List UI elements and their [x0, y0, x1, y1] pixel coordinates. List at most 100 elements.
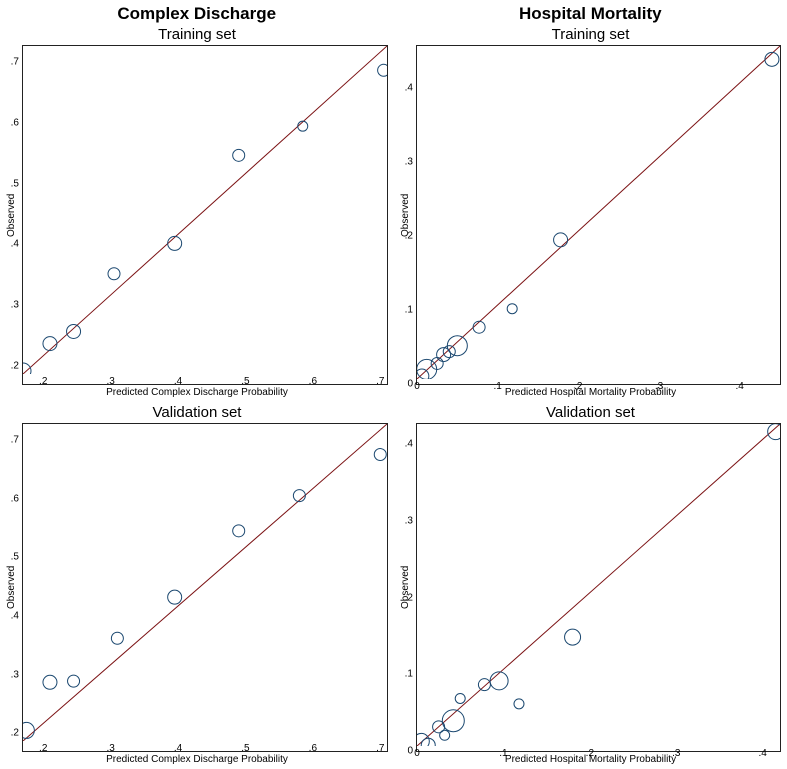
reference-line — [417, 46, 780, 379]
panel-cd-train: Training set Observed .2.3.4.5.6.7.2.3.4… — [0, 24, 394, 402]
y-tick: .7 — [11, 57, 19, 68]
panel-title: Training set — [158, 26, 236, 43]
x-axis-label: Predicted Hospital Mortality Probability — [400, 387, 781, 398]
data-point — [374, 449, 386, 461]
y-tick: .3 — [405, 516, 413, 527]
x-tick: .7 — [376, 743, 384, 754]
x-tick: .2 — [586, 748, 594, 759]
y-axis-label: Observed — [6, 45, 20, 385]
y-tick: .4 — [405, 83, 413, 94]
x-tick: 0 — [414, 381, 420, 392]
y-axis-label: Observed — [400, 423, 414, 752]
reference-line — [23, 46, 387, 374]
plot-area: .2.3.4.5.6.7.2.3.4.5.6.7 — [22, 45, 388, 385]
y-tick: .2 — [11, 728, 19, 739]
col-title-left: Complex Discharge — [0, 4, 394, 24]
data-point — [473, 321, 485, 333]
y-tick: .1 — [405, 669, 413, 680]
data-point — [768, 424, 780, 440]
chart-svg — [417, 46, 780, 379]
y-tick: .1 — [405, 305, 413, 316]
chart-svg — [23, 46, 387, 374]
y-tick: .2 — [405, 231, 413, 242]
data-point — [507, 304, 517, 314]
x-tick: .6 — [309, 376, 317, 387]
data-point — [565, 629, 581, 645]
y-tick: .5 — [11, 178, 19, 189]
data-point — [378, 64, 387, 76]
y-tick: .5 — [11, 552, 19, 563]
y-tick: .3 — [11, 669, 19, 680]
plot-area: .2.3.4.5.6.7.2.3.4.5.6.7 — [22, 423, 388, 752]
chart-svg — [23, 424, 387, 741]
panel-grid: Training set Observed .2 .3 .4 .5 .6 .7 .2 .3 .4… — [0, 24, 787, 759]
data-point — [440, 730, 450, 740]
data-point — [431, 357, 443, 369]
panel-cd-valid: Validation set Observed .2 .3 .4 .5 .6 .7 .2 .3… — [0, 402, 394, 769]
x-tick: .3 — [106, 743, 114, 754]
data-point — [298, 121, 308, 131]
x-tick: .7 — [376, 376, 384, 387]
data-point — [233, 149, 245, 161]
data-point — [514, 699, 524, 709]
data-point — [43, 337, 57, 351]
plot-wrap: Observed 0.1.2.3.40.1.2.3.4 — [400, 45, 781, 385]
data-point — [168, 236, 182, 250]
y-axis-label: Observed — [6, 423, 20, 752]
x-tick: .6 — [309, 743, 317, 754]
x-tick: .2 — [39, 376, 47, 387]
data-point — [67, 324, 81, 338]
y-tick: 0 — [407, 746, 413, 757]
x-axis-label: Predicted Complex Discharge Probability — [6, 387, 388, 398]
data-point — [765, 52, 779, 66]
panel-hm-valid: Validation set Observed 0.1.2.3.40.1.2.3… — [394, 402, 787, 769]
x-tick: .2 — [39, 743, 47, 754]
panel-title: Validation set — [546, 404, 635, 421]
y-tick: .2 — [405, 592, 413, 603]
plot-area: 0.1.2.3.40.1.2.3.4 — [416, 45, 781, 385]
panel-title: Training set — [552, 26, 630, 43]
y-tick: .6 — [11, 117, 19, 128]
data-point — [233, 525, 245, 537]
plot-wrap: Observed .2 .3 .4 .5 .6 .7 .2 .3 .4 .5 .6 .7 — [6, 423, 388, 752]
data-point — [554, 233, 568, 247]
y-axis-label: Observed — [400, 45, 414, 385]
y-tick: .3 — [405, 157, 413, 168]
x-tick: .1 — [493, 381, 501, 392]
data-point — [111, 632, 123, 644]
x-tick: .5 — [241, 743, 249, 754]
y-tick: .4 — [405, 439, 413, 450]
y-tick: .7 — [11, 434, 19, 445]
x-tick: 0 — [414, 748, 420, 759]
data-point — [43, 675, 57, 689]
x-tick: .1 — [499, 748, 507, 759]
x-axis-label: Predicted Complex Discharge Probability — [6, 754, 388, 765]
y-tick: .4 — [11, 610, 19, 621]
x-tick: .3 — [106, 376, 114, 387]
x-tick: .4 — [735, 381, 743, 392]
y-tick: .6 — [11, 493, 19, 504]
x-tick: .4 — [174, 743, 182, 754]
column-titles: Complex Discharge Hospital Mortality — [0, 4, 787, 24]
x-tick: .2 — [574, 381, 582, 392]
x-tick: .3 — [655, 381, 663, 392]
panel-title: Validation set — [153, 404, 242, 421]
y-tick: .2 — [11, 360, 19, 371]
x-tick: .4 — [759, 748, 767, 759]
plot-wrap: Observed .2.3.4.5.6.7.2.3.4.5.6.7 — [6, 45, 388, 385]
panel-hm-train: Training set Observed 0.1.2.3.40.1.2.3.4… — [394, 24, 787, 402]
x-tick: .3 — [672, 748, 680, 759]
data-point — [478, 679, 490, 691]
reference-line — [417, 424, 780, 746]
reference-line — [23, 424, 387, 741]
y-tick: 0 — [407, 379, 413, 390]
data-point — [490, 672, 508, 690]
col-title-right: Hospital Mortality — [394, 4, 787, 24]
plot-wrap: Observed 0.1.2.3.40.1.2.3.4 — [400, 423, 781, 752]
chart-svg — [417, 424, 780, 746]
data-point — [68, 675, 80, 687]
data-point — [108, 268, 120, 280]
x-tick: .4 — [174, 376, 182, 387]
figure: Complex Discharge Hospital Mortality Tra… — [0, 4, 787, 769]
plot-area: 0.1.2.3.40.1.2.3.4 — [416, 423, 781, 752]
